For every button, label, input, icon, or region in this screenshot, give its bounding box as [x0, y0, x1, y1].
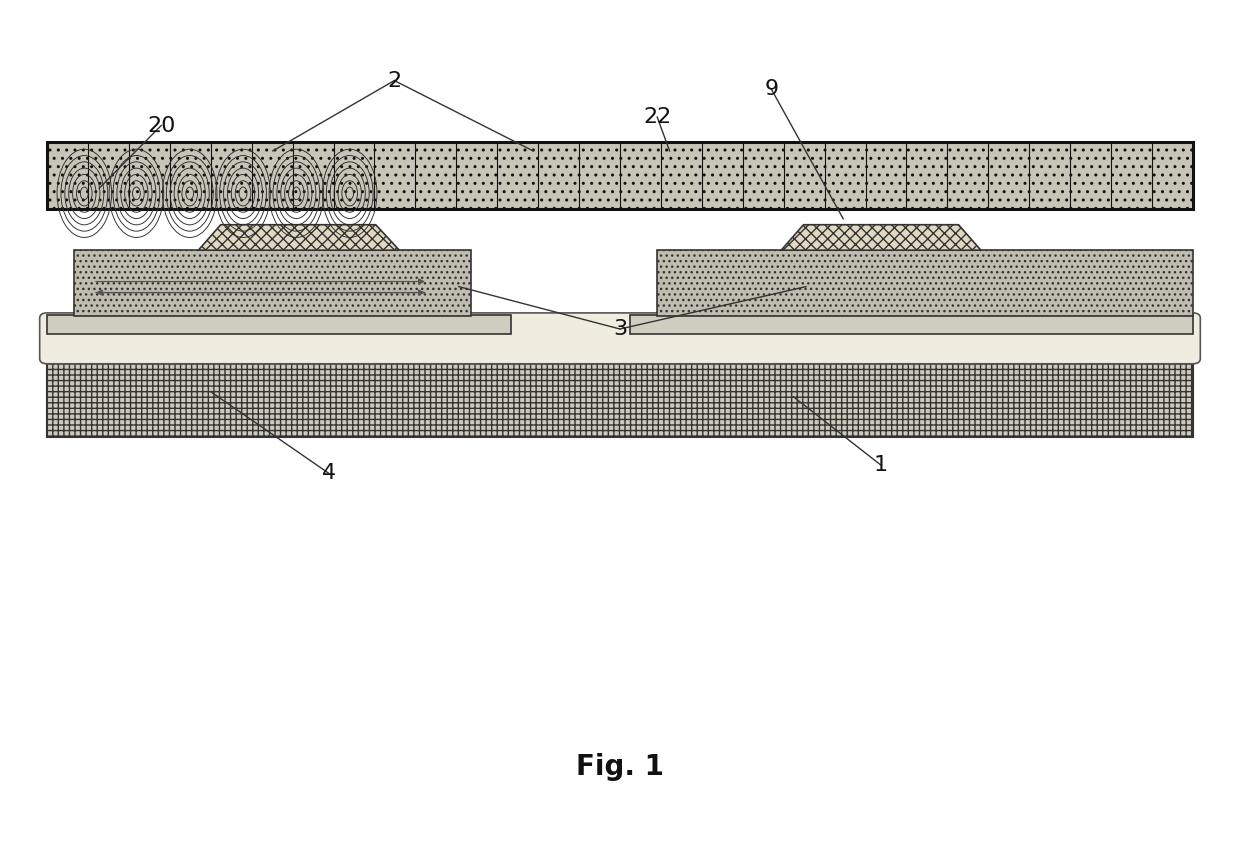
Text: 20: 20 — [148, 115, 175, 136]
Text: Fig. 1: Fig. 1 — [577, 753, 663, 782]
Text: 1: 1 — [873, 455, 888, 475]
Bar — [47, 315, 511, 334]
Text: 9: 9 — [764, 79, 779, 99]
Bar — [47, 356, 1193, 437]
Text: 3: 3 — [613, 319, 627, 339]
Bar — [74, 250, 471, 316]
Polygon shape — [781, 225, 981, 250]
Text: 4: 4 — [321, 463, 336, 483]
Polygon shape — [198, 225, 399, 250]
Bar — [47, 142, 1193, 209]
Bar — [657, 250, 1193, 316]
Bar — [47, 142, 1193, 209]
Text: 2: 2 — [387, 70, 402, 91]
Bar — [630, 315, 1193, 334]
FancyBboxPatch shape — [40, 313, 1200, 364]
Text: 22: 22 — [644, 107, 671, 127]
